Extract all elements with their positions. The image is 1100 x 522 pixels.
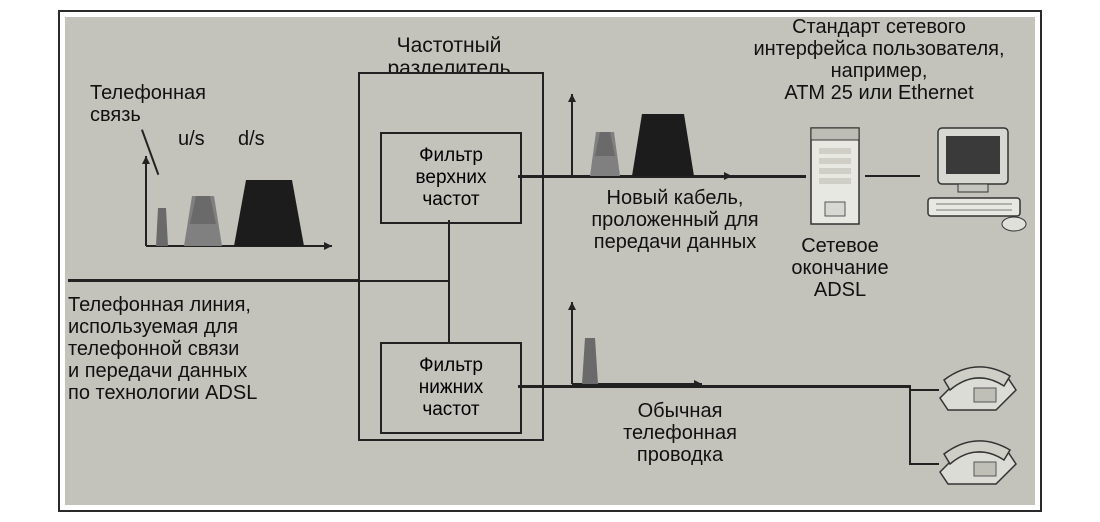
hp-filter-label: Фильтрверхнихчастот [416,145,487,211]
computer-icon [916,124,1034,236]
line-hp-out2 [865,175,920,177]
line-main-in [68,279,358,282]
phone1-icon [934,360,1020,416]
spectrum-top-icon [560,90,740,182]
adsl-diagram: Телефоннаясвязь u/s d/s Частотныйраздели… [58,10,1042,512]
lp-filter-label: Фильтрнижнихчастот [419,355,483,421]
lp-filter-box: Фильтрнижнихчастот [380,342,522,434]
label-tel-svyaz: Телефоннаясвязь [90,82,206,126]
hp-filter-box: Фильтрверхнихчастот [380,132,522,224]
phone2-icon [934,434,1020,490]
adsl-nt-icon [805,120,865,232]
label-new-cable: Новый кабель,проложенный дляпередачи дан… [560,187,790,253]
label-ds: d/s [238,128,265,150]
label-uni: Стандарт сетевогоинтерфейса пользователя… [720,16,1038,104]
line-split-h [358,280,450,282]
label-us: u/s [178,128,205,150]
spectrum-left-icon [132,150,342,250]
line-lp-v [909,385,911,465]
label-nt-adsl: СетевоеокончаниеADSL [785,235,895,301]
label-left-line: Телефонная линия,используемая длятелефон… [68,294,257,404]
spectrum-bottom-icon [560,298,710,390]
label-pots: Обычнаятелефоннаяпроводка [590,400,770,466]
